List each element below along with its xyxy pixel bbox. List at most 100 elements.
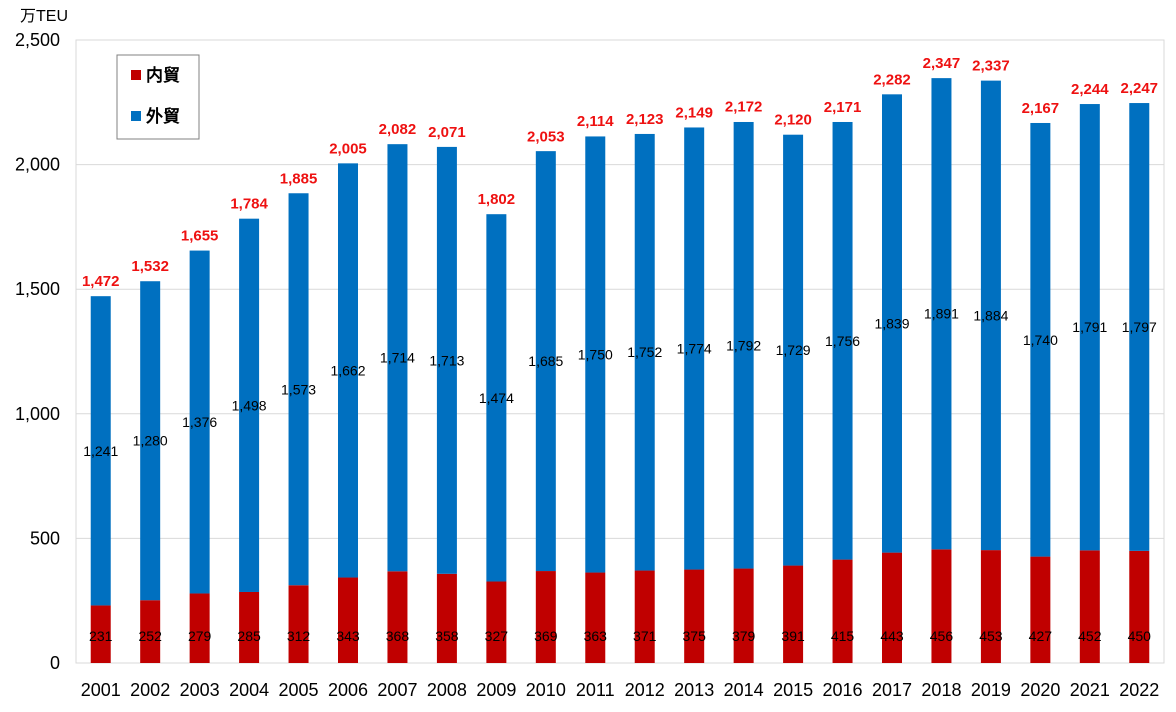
bar-segment-domestic <box>189 593 210 663</box>
segment-label-domestic: 456 <box>930 628 954 644</box>
bar-segment-foreign <box>338 163 358 578</box>
total-label: 1,885 <box>280 170 318 187</box>
bar-segment-domestic <box>980 550 1001 663</box>
segment-label-domestic: 452 <box>1078 628 1102 644</box>
total-label: 2,082 <box>379 121 417 138</box>
y-tick-label: 0 <box>50 653 60 673</box>
bar-segment-domestic <box>733 568 754 663</box>
legend: 内貿 外貿 <box>116 54 200 140</box>
segment-label-foreign: 1,750 <box>578 346 613 362</box>
bar-segment-domestic <box>486 581 507 663</box>
x-tick-label: 2013 <box>674 680 714 700</box>
segment-label-foreign: 1,752 <box>627 344 662 360</box>
segment-label-domestic: 453 <box>979 628 1003 644</box>
segment-label-foreign: 1,729 <box>776 342 811 358</box>
segment-label-domestic: 450 <box>1128 628 1152 644</box>
segment-label-domestic: 369 <box>534 628 558 644</box>
bar-segment-foreign <box>783 134 804 566</box>
bar-segment-domestic <box>1129 550 1150 663</box>
bar-segment-domestic <box>882 552 902 663</box>
bar-segment-foreign <box>436 146 457 574</box>
segment-label-foreign: 1,797 <box>1122 319 1157 335</box>
bar-segment-foreign <box>882 94 902 553</box>
segment-label-foreign: 1,891 <box>924 306 959 322</box>
segment-label-foreign: 1,713 <box>429 352 464 368</box>
segment-label-foreign: 1,792 <box>726 337 761 353</box>
legend-label-domestic: 内貿 <box>146 65 180 85</box>
bar-segment-domestic <box>436 573 457 663</box>
total-label: 2,167 <box>1022 100 1060 117</box>
x-tick-label: 2011 <box>576 680 615 700</box>
bar-segment-foreign <box>1030 122 1051 557</box>
legend-label-foreign: 外貿 <box>146 106 180 126</box>
bar-segment-foreign <box>239 218 260 592</box>
x-tick-label: 2019 <box>971 680 1011 700</box>
x-tick-label: 2006 <box>328 680 368 700</box>
bar-segment-domestic <box>832 559 853 663</box>
bar-segment-foreign <box>90 296 111 606</box>
bar-segment-domestic <box>783 565 804 663</box>
segment-label-foreign: 1,474 <box>479 390 514 406</box>
bar-segment-domestic <box>931 549 952 663</box>
total-label: 2,114 <box>577 113 614 130</box>
total-label: 1,802 <box>478 191 516 208</box>
legend-swatch-foreign <box>131 111 141 121</box>
bar-segment-domestic <box>338 577 358 663</box>
x-axis: 2001 2002 2003 2004 2005 2006 2007 2008 2009 2010… <box>81 680 1160 700</box>
x-tick-label: 2015 <box>773 680 813 700</box>
segment-label-foreign: 1,241 <box>83 443 118 459</box>
segment-label-foreign: 1,573 <box>281 381 316 397</box>
total-label: 2,071 <box>428 124 466 141</box>
segment-label-foreign: 1,714 <box>380 350 415 366</box>
bar-segment-domestic <box>288 585 309 663</box>
x-tick-label: 2004 <box>229 680 269 700</box>
segment-labels: 231 1,241 252 1,280 279 1,376 285 1,498 312 1,573… <box>83 306 1157 644</box>
segment-label-domestic: 358 <box>435 628 459 644</box>
bar-segment-domestic <box>1079 550 1100 663</box>
bar-segment-domestic <box>535 571 556 663</box>
bar-segment-foreign <box>931 78 952 550</box>
segment-label-domestic: 415 <box>831 628 855 644</box>
total-label: 1,655 <box>181 228 219 245</box>
total-label: 2,149 <box>675 104 713 121</box>
bar-segment-foreign <box>1129 103 1150 551</box>
bar-segment-domestic <box>634 570 655 663</box>
x-tick-label: 2014 <box>724 680 764 700</box>
segment-label-foreign: 1,791 <box>1072 319 1107 335</box>
segment-label-foreign: 1,280 <box>133 433 168 449</box>
bars <box>90 78 1150 663</box>
segment-label-foreign: 1,839 <box>874 315 909 331</box>
x-tick-label: 2007 <box>377 680 417 700</box>
segment-label-foreign: 1,774 <box>677 341 712 357</box>
segment-label-domestic: 312 <box>287 628 311 644</box>
segment-label-domestic: 368 <box>386 628 410 644</box>
bar-segment-foreign <box>535 151 556 572</box>
bar-segment-domestic <box>90 605 111 663</box>
bar-segment-foreign <box>634 133 655 571</box>
x-tick-label: 2008 <box>427 680 467 700</box>
total-label: 2,282 <box>873 71 911 88</box>
x-tick-label: 2016 <box>823 680 863 700</box>
segment-label-domestic: 252 <box>139 628 163 644</box>
x-tick-label: 2018 <box>921 680 961 700</box>
x-tick-label: 2021 <box>1070 680 1110 700</box>
bar-segment-foreign <box>140 281 161 601</box>
segment-label-foreign: 1,376 <box>182 414 217 430</box>
y-axis-unit-label: 万TEU <box>20 8 68 25</box>
bar-segment-foreign <box>387 144 408 572</box>
y-tick-label: 1,500 <box>15 279 60 299</box>
bar-segment-domestic <box>684 569 705 663</box>
bar-segment-domestic <box>585 572 606 663</box>
segment-label-domestic: 443 <box>880 628 904 644</box>
x-tick-label: 2002 <box>130 680 170 700</box>
legend-swatch-domestic <box>131 70 141 80</box>
bar-segment-foreign <box>288 193 309 586</box>
total-label: 2,347 <box>923 55 961 72</box>
bar-segment-domestic <box>387 571 408 663</box>
total-label: 2,247 <box>1120 80 1158 97</box>
segment-label-foreign: 1,740 <box>1023 332 1058 348</box>
segment-label-domestic: 427 <box>1029 628 1053 644</box>
segment-label-domestic: 343 <box>336 628 360 644</box>
bar-segment-foreign <box>733 121 754 569</box>
segment-label-domestic: 379 <box>732 628 756 644</box>
